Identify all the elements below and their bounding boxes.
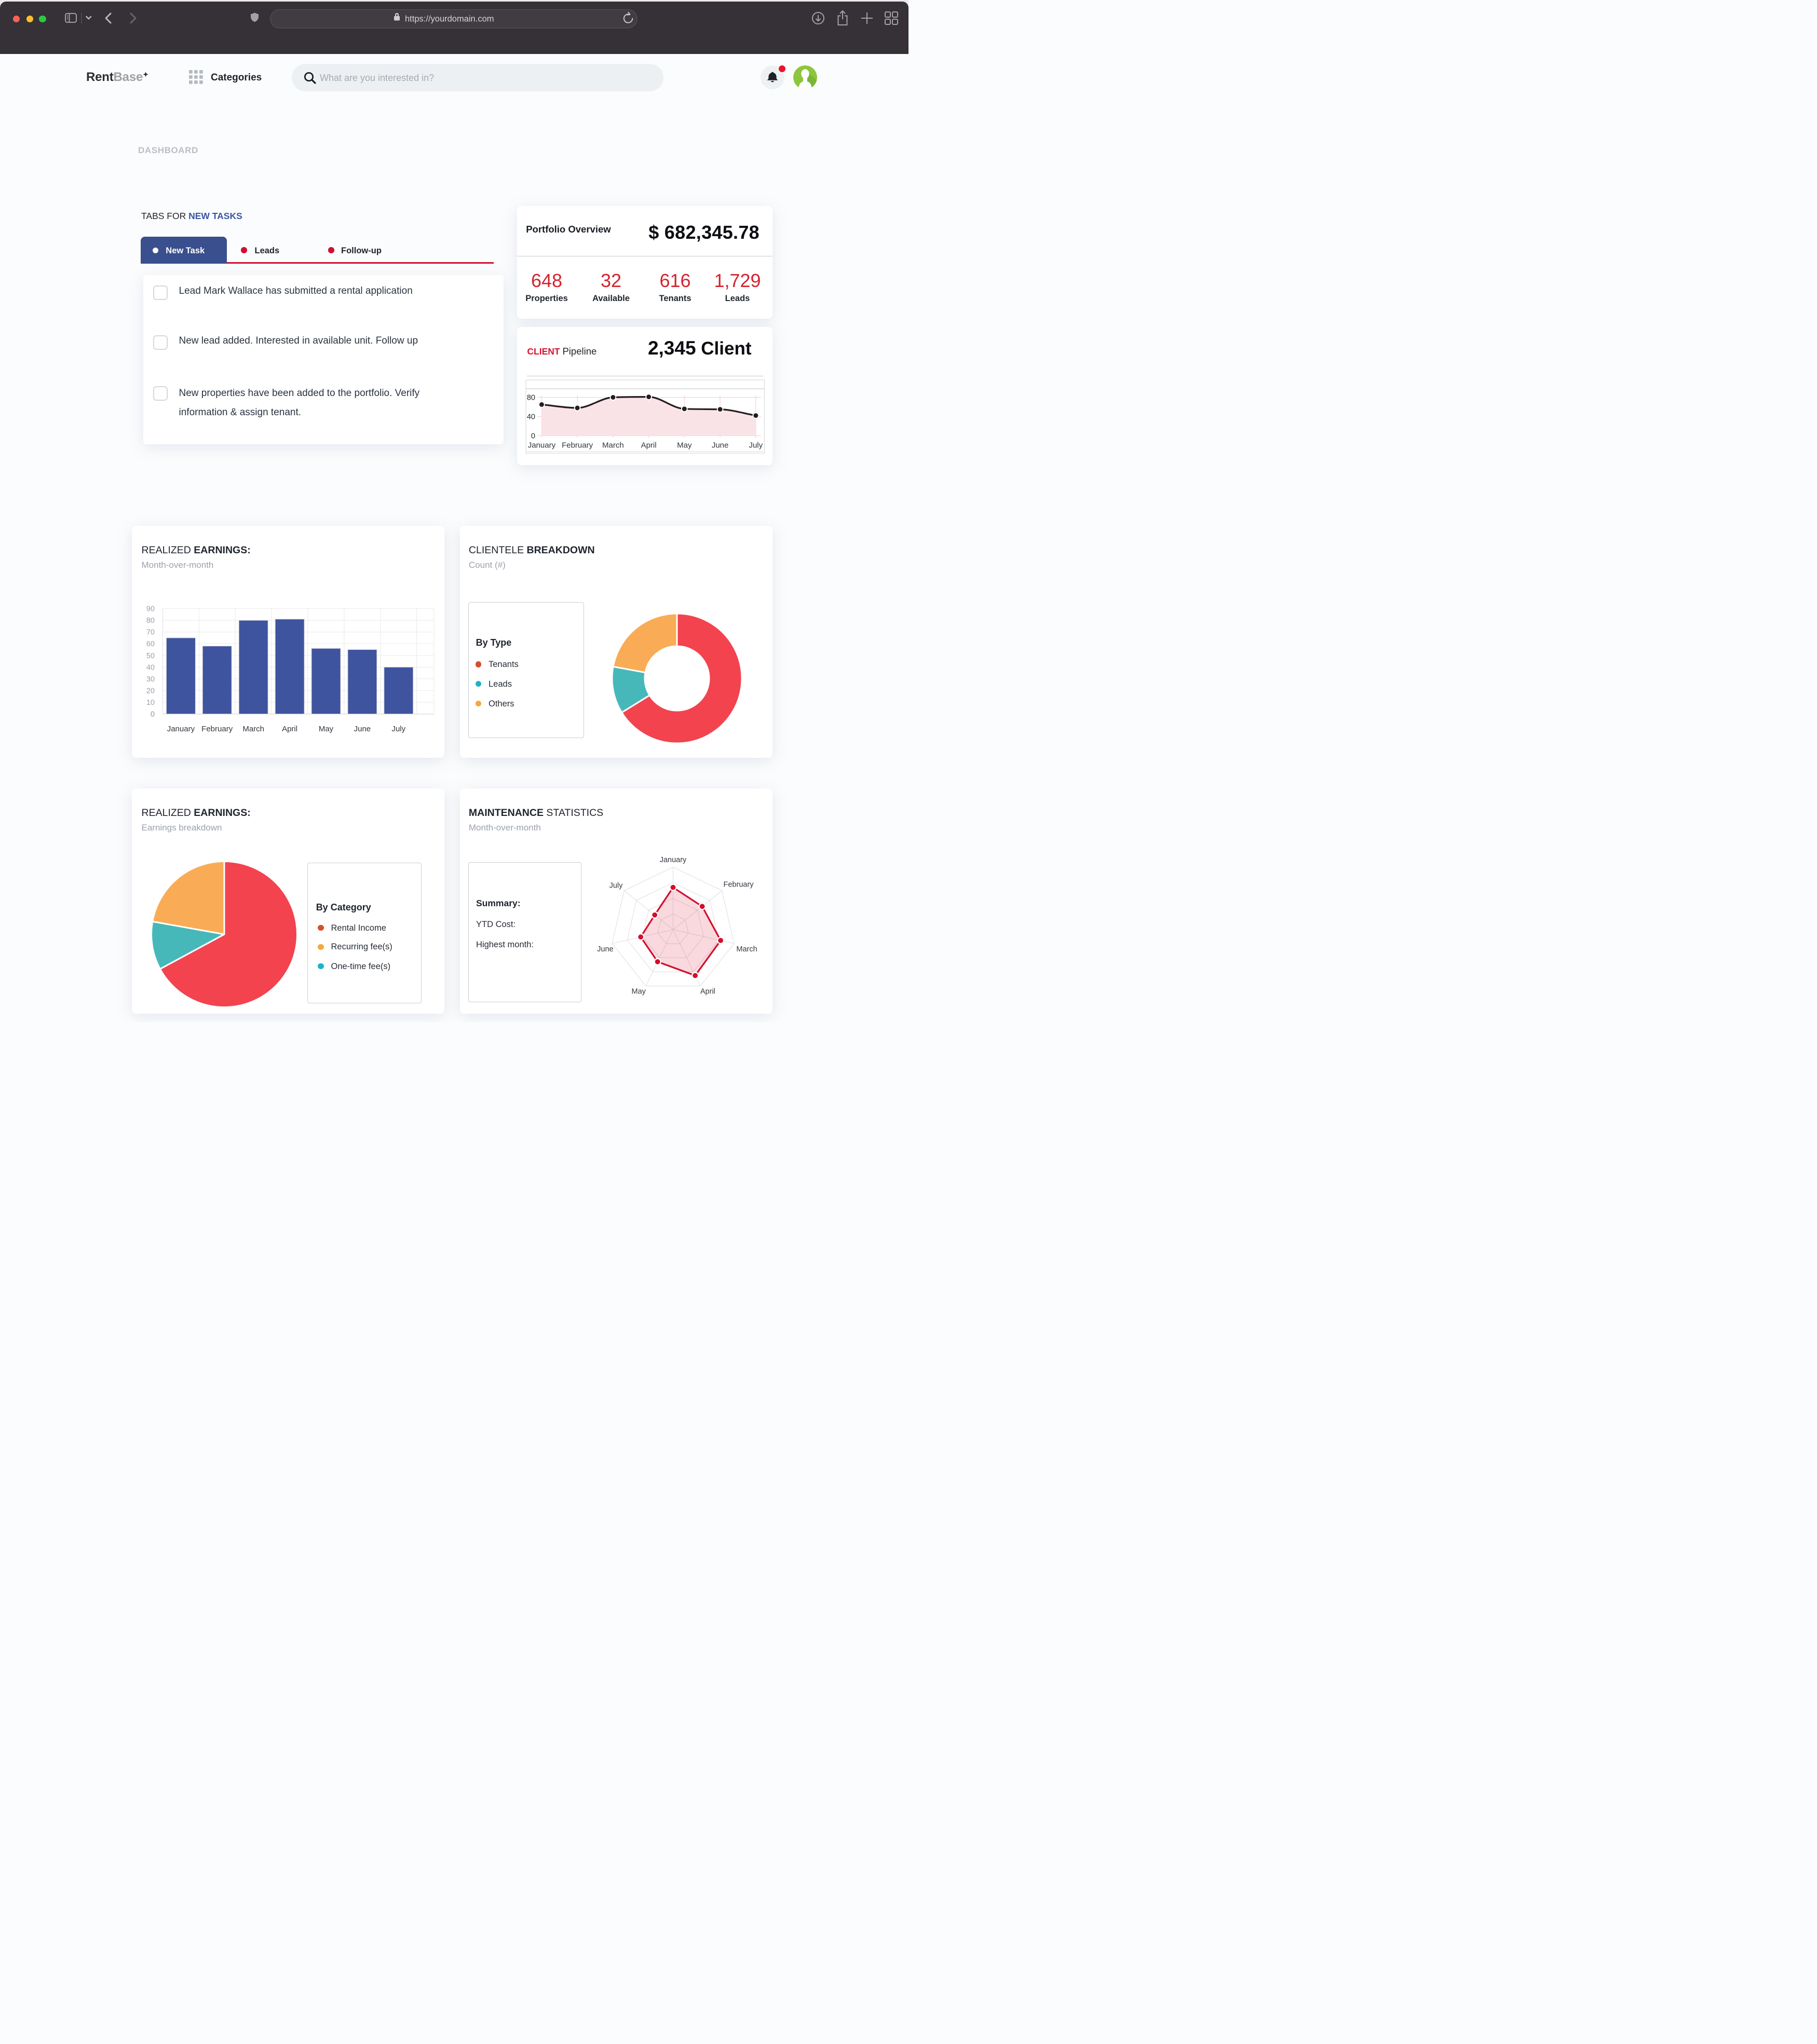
svg-text:February: February xyxy=(724,880,754,889)
svg-text:July: July xyxy=(391,725,405,733)
svg-text:90: 90 xyxy=(146,605,155,614)
svg-text:May: May xyxy=(631,987,646,996)
svg-text:July: July xyxy=(749,441,763,450)
svg-text:June: June xyxy=(712,441,729,450)
svg-text:30: 30 xyxy=(146,675,155,684)
svg-text:20: 20 xyxy=(146,687,155,696)
svg-text:40: 40 xyxy=(527,413,535,421)
svg-text:July: July xyxy=(609,881,623,890)
svg-text:40: 40 xyxy=(146,663,155,672)
svg-text:0: 0 xyxy=(151,711,155,719)
svg-text:March: March xyxy=(242,725,264,733)
svg-text:10: 10 xyxy=(146,699,155,707)
svg-text:April: April xyxy=(700,987,715,996)
svg-text:January: January xyxy=(167,725,195,733)
svg-text:June: June xyxy=(597,945,613,953)
svg-text:March: March xyxy=(736,945,757,953)
svg-text:50: 50 xyxy=(146,652,155,660)
svg-text:February: February xyxy=(562,441,593,450)
svg-text:June: June xyxy=(354,725,371,733)
svg-text:70: 70 xyxy=(146,629,155,637)
svg-text:May: May xyxy=(319,725,334,733)
svg-text:80: 80 xyxy=(146,617,155,625)
svg-text:March: March xyxy=(602,441,624,450)
svg-text:May: May xyxy=(677,441,692,450)
svg-text:0: 0 xyxy=(531,432,535,441)
svg-text:January: January xyxy=(660,856,687,864)
svg-text:April: April xyxy=(641,441,657,450)
svg-text:60: 60 xyxy=(146,640,155,648)
svg-text:February: February xyxy=(201,725,233,733)
svg-text:80: 80 xyxy=(527,394,535,402)
svg-text:https://yourdomain.com: https://yourdomain.com xyxy=(405,15,494,24)
svg-text:April: April xyxy=(282,725,297,733)
svg-text:January: January xyxy=(528,441,556,450)
svg-text:0: 0 xyxy=(151,711,155,719)
